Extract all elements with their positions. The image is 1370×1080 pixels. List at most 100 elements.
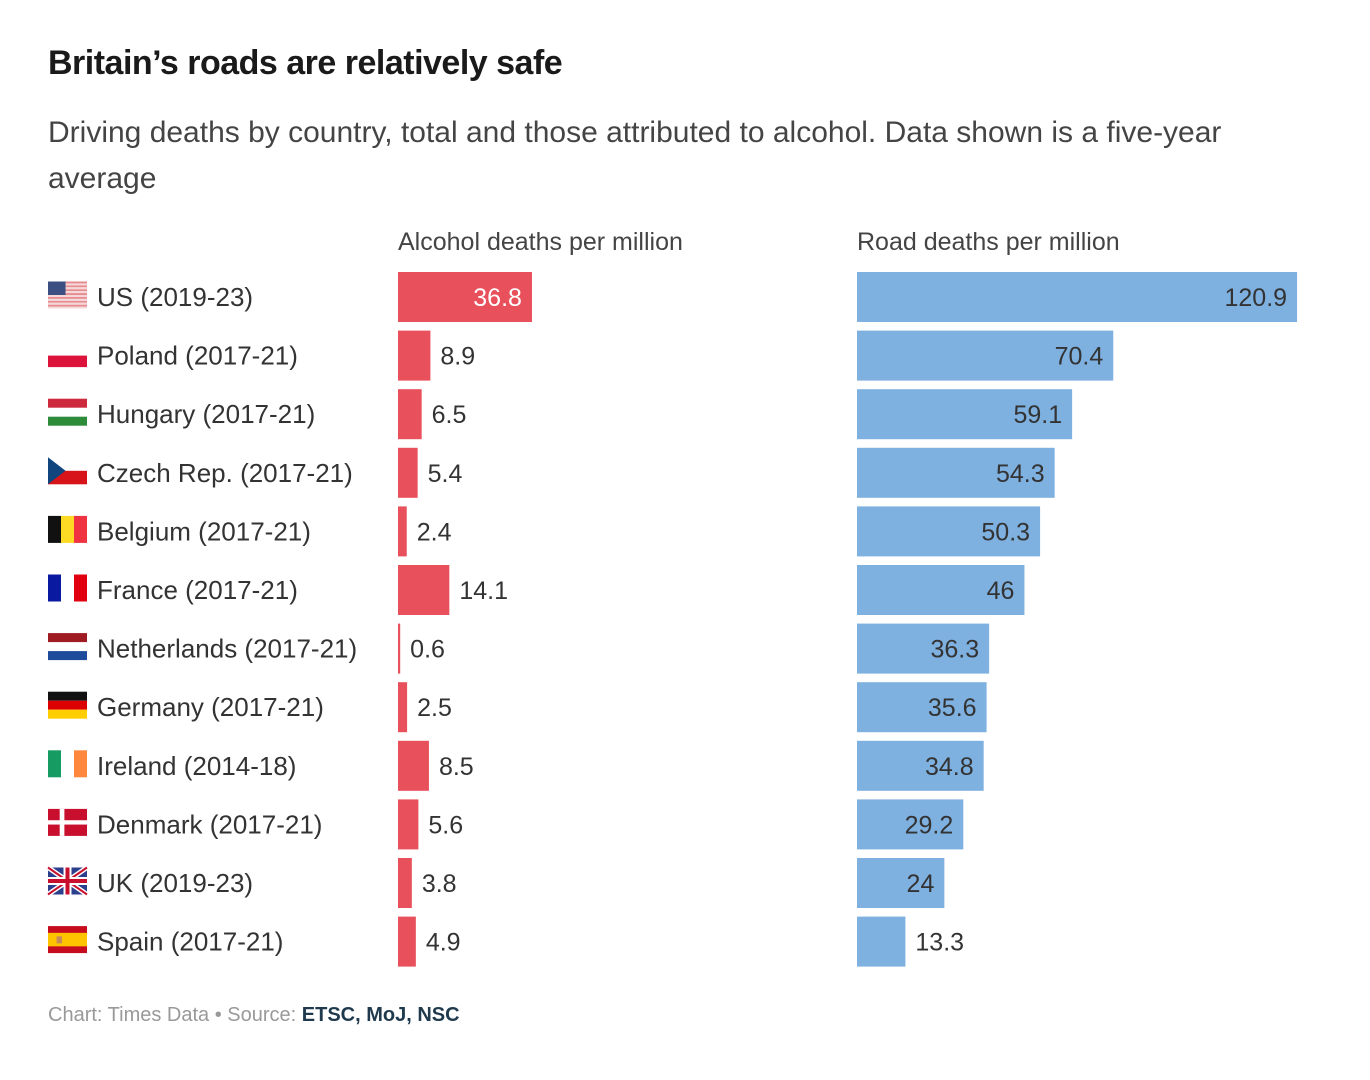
alcohol-bar[interactable]	[398, 740, 429, 791]
flag-part	[74, 574, 87, 602]
flag-part	[56, 936, 63, 944]
country-label: US (2019-23)	[97, 282, 253, 312]
flag-part	[48, 281, 66, 295]
table-row: Hungary (2017-21) 6.5 59.1	[48, 389, 1073, 440]
country-label: Spain (2017-21)	[97, 927, 283, 957]
road-value-label: 54.3	[996, 460, 1045, 488]
road-bar[interactable]	[857, 858, 945, 908]
flag-ie-icon	[48, 750, 87, 778]
country-label: Czech Rep. (2017-21)	[97, 458, 353, 488]
country-label: Poland (2017-21)	[97, 341, 298, 371]
flag-part	[48, 302, 87, 305]
flag-part	[48, 287, 87, 290]
flag-part	[48, 289, 87, 292]
flag-part	[48, 932, 87, 947]
footer-sources-link[interactable]: ETSC, MoJ, NSC	[301, 1004, 460, 1026]
chart-subtitle: Driving deaths by country, total and tho…	[48, 116, 1222, 195]
flag-part	[74, 750, 87, 778]
road-value-label: 13.3	[915, 929, 964, 957]
alcohol-bar[interactable]	[398, 389, 422, 440]
flag-be-icon	[48, 515, 87, 543]
road-value-label: 50.3	[981, 518, 1030, 546]
flag-part	[48, 293, 87, 295]
chart-title: Britain’s roads are relatively safe	[48, 44, 563, 82]
road-bar[interactable]	[857, 682, 987, 733]
alcohol-value-label: 5.6	[428, 811, 463, 839]
road-bar[interactable]	[857, 740, 984, 791]
alcohol-bar[interactable]	[398, 506, 407, 557]
flag-part	[48, 283, 87, 286]
flag-part	[61, 515, 74, 543]
road-bar[interactable]	[857, 272, 1298, 322]
road-value-label: 46	[987, 577, 1015, 605]
flag-part	[48, 700, 87, 710]
chart-footer: Chart: Times Data • Source: ETSC, MoJ, N…	[48, 1004, 460, 1027]
flag-nl-icon	[48, 633, 87, 661]
flag-part	[48, 300, 87, 303]
flag-us-icon	[48, 281, 87, 309]
flag-part	[48, 304, 87, 307]
flag-part	[48, 355, 87, 368]
alcohol-value-label: 36.8	[473, 284, 522, 312]
alcohol-bar[interactable]	[398, 565, 450, 615]
alcohol-bar[interactable]	[398, 682, 408, 733]
alcohol-value-label: 6.5	[432, 401, 467, 429]
road-value-label: 24	[907, 870, 935, 898]
flag-part	[48, 709, 87, 719]
flag-fr-icon	[48, 574, 87, 602]
footer-credit: Chart: Times Data • Source:	[48, 1004, 302, 1026]
country-label: Netherlands (2017-21)	[97, 634, 357, 664]
country-label: Ireland (2014-18)	[97, 751, 296, 781]
alcohol-value-label: 2.4	[417, 518, 452, 546]
road-bar[interactable]	[857, 623, 990, 674]
alcohol-value-label: 2.5	[417, 694, 452, 722]
alcohol-bar[interactable]	[398, 799, 419, 850]
road-bar[interactable]	[857, 916, 906, 967]
road-value-label: 70.4	[1055, 343, 1104, 371]
country-label: Hungary (2017-21)	[97, 399, 315, 429]
road-bar[interactable]	[857, 799, 964, 850]
table-row: Ireland (2014-18) 8.5 34.8	[48, 740, 984, 791]
flag-part	[48, 750, 61, 778]
flag-part	[48, 633, 87, 643]
alcohol-bar[interactable]	[398, 858, 412, 908]
flag-part	[48, 574, 61, 602]
table-row: Netherlands (2017-21) 0.6 36.3	[48, 623, 990, 674]
alcohol-bar[interactable]	[398, 623, 401, 674]
road-bar[interactable]	[857, 389, 1073, 440]
table-row: UK (2019-23) 3.8 24	[46, 858, 945, 908]
alcohol-bar[interactable]	[398, 272, 532, 322]
road-value-label: 34.8	[925, 753, 974, 781]
alcohol-bar[interactable]	[398, 330, 431, 381]
flag-part	[48, 295, 87, 297]
alcohol-value-label: 8.9	[440, 343, 475, 371]
flag-gb-icon	[46, 865, 89, 897]
flag-part	[48, 398, 87, 408]
flag-part	[48, 457, 66, 485]
table-row: Germany (2017-21) 2.5 35.6	[48, 682, 987, 733]
road-column-header: Road deaths per million	[857, 228, 1120, 256]
flag-cz-icon	[48, 457, 87, 485]
country-label: Germany (2017-21)	[97, 692, 324, 722]
flag-hu-icon	[48, 398, 87, 426]
road-value-label: 29.2	[905, 811, 954, 839]
road-value-label: 120.9	[1225, 284, 1288, 312]
alcohol-bar[interactable]	[398, 916, 416, 967]
alcohol-bar[interactable]	[398, 447, 418, 498]
alcohol-value-label: 4.9	[426, 929, 461, 957]
flag-part	[48, 691, 87, 701]
country-label: Denmark (2017-21)	[97, 809, 322, 839]
flag-part	[74, 515, 87, 543]
road-value-label: 36.3	[930, 636, 979, 664]
flag-part	[48, 306, 87, 309]
table-row: Denmark (2017-21) 5.6 29.2	[48, 799, 964, 850]
alcohol-value-label: 14.1	[459, 577, 508, 605]
table-row: Belgium (2017-21) 2.4 50.3	[48, 506, 1041, 557]
flag-part	[48, 879, 87, 883]
road-bar[interactable]	[857, 506, 1041, 557]
road-bar[interactable]	[857, 330, 1114, 381]
road-bar[interactable]	[857, 565, 1025, 615]
alcohol-value-label: 3.8	[422, 870, 457, 898]
road-bar[interactable]	[857, 447, 1055, 498]
